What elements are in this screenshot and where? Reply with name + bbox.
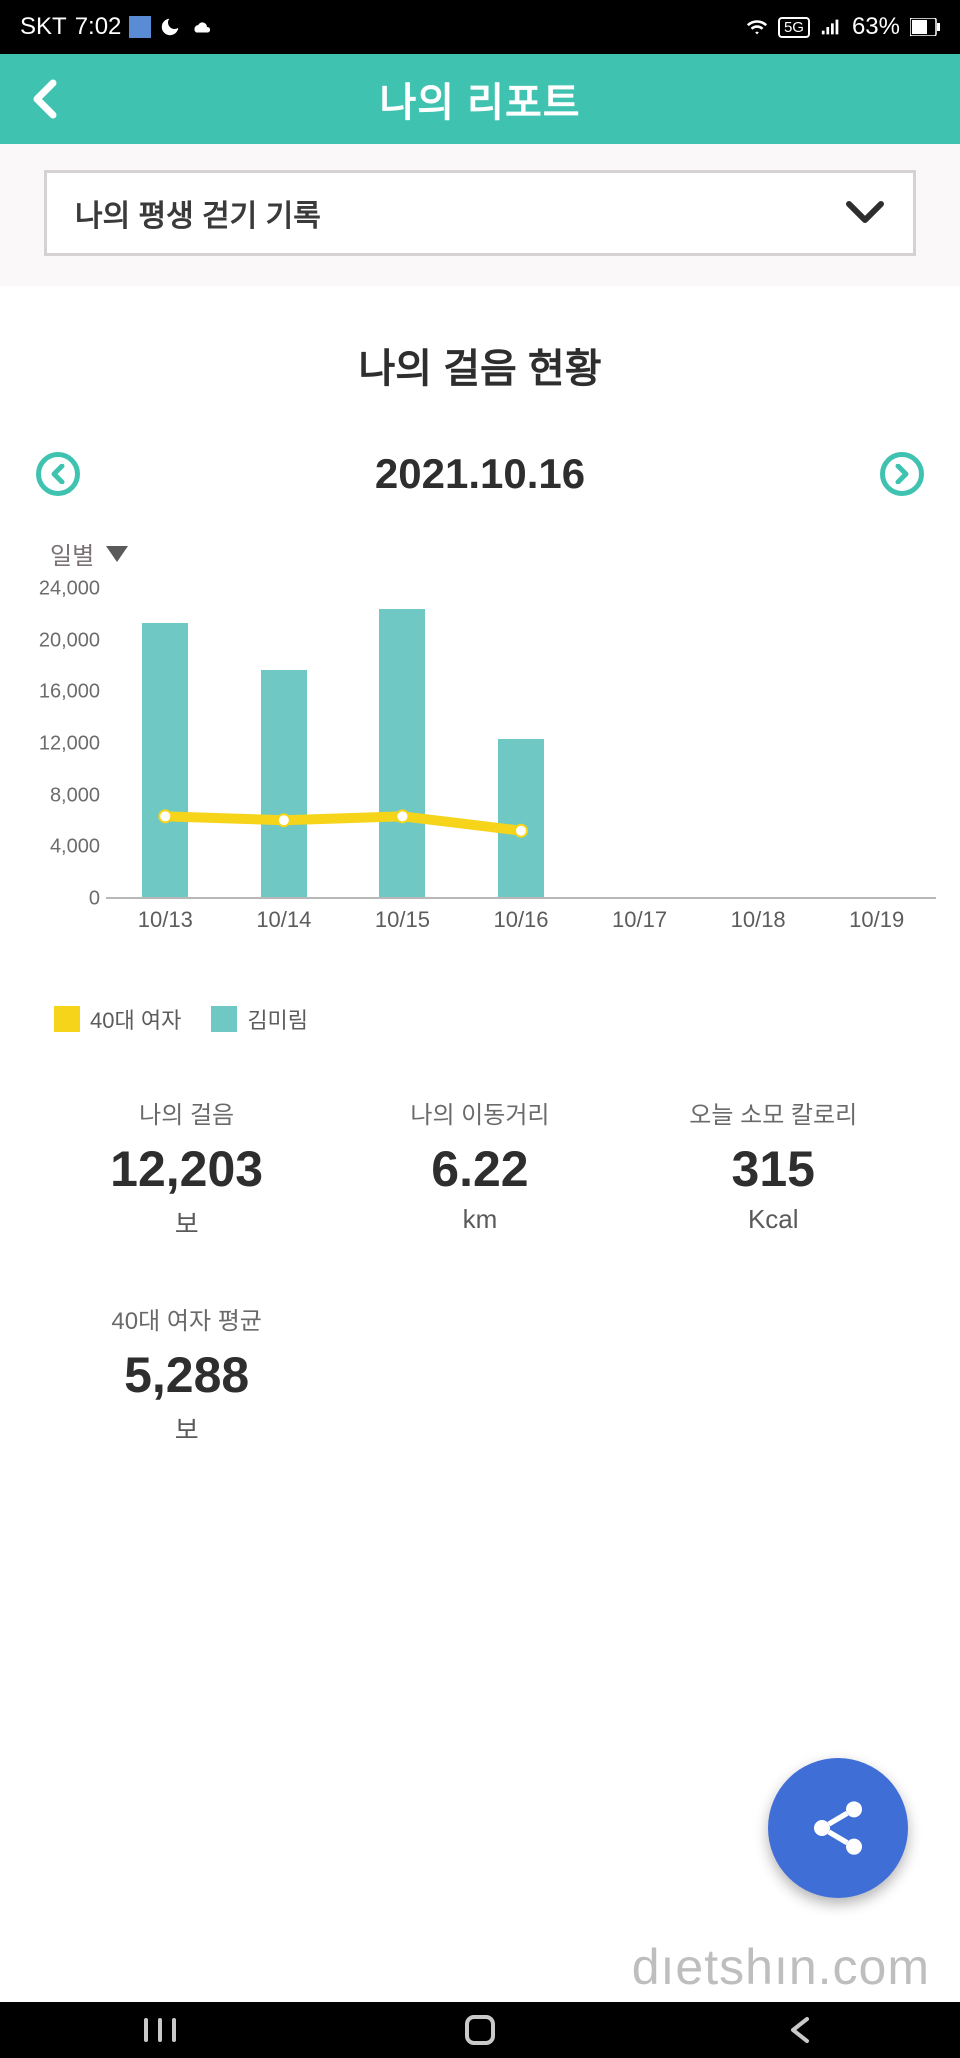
status-time: 7:02: [75, 13, 122, 41]
view-toggle-label: 일별: [50, 536, 94, 571]
y-tick-label: 24,000: [39, 578, 100, 601]
battery-icon: [910, 18, 940, 36]
date-navigator: 2021.10.16: [0, 450, 960, 498]
x-tick-label: 10/13: [138, 907, 193, 933]
current-date: 2021.10.16: [375, 450, 585, 498]
status-right: 5G 63%: [746, 13, 940, 41]
chart-x-axis: 10/13 10/14 10/15 10/16 10/17 10/18 10/19: [106, 907, 936, 937]
selector-label: 나의 평생 걷기 기록: [75, 191, 321, 235]
legend-swatch: [54, 1006, 80, 1032]
home-icon: [463, 2013, 497, 2047]
chevron-left-icon: [31, 79, 57, 119]
x-tick-label: 10/15: [375, 907, 430, 933]
watermark: dıetshın.com: [632, 1938, 930, 1996]
stat-avg: 40대 여자 평균 5,288 보: [40, 1301, 333, 1447]
section-title: 나의 걸음 현황: [0, 336, 960, 394]
y-tick-label: 12,000: [39, 733, 100, 756]
stat-steps: 나의 걸음 12,203 보: [40, 1095, 333, 1241]
y-tick-label: 4,000: [50, 836, 100, 859]
stat-label: 나의 이동거리: [333, 1095, 626, 1130]
nav-recent-button[interactable]: [130, 2010, 190, 2050]
app-header: 나의 리포트: [0, 54, 960, 144]
stat-label: 40대 여자 평균: [40, 1301, 333, 1336]
status-battery-text: 63%: [852, 13, 900, 41]
signal-icon: [820, 16, 842, 38]
stat-label: 오늘 소모 칼로리: [627, 1095, 920, 1130]
stat-label: 나의 걸음: [40, 1095, 333, 1130]
legend-label: 김미림: [247, 1003, 308, 1035]
x-tick-label: 10/18: [731, 907, 786, 933]
stat-distance: 나의 이동거리 6.22 km: [333, 1095, 626, 1241]
share-fab[interactable]: [768, 1758, 908, 1898]
android-status-bar: SKT 7:02 5G 63%: [0, 0, 960, 54]
steps-chart: 04,0008,00012,00016,00020,00024,000 10/1…: [0, 589, 960, 949]
x-tick-label: 10/17: [612, 907, 667, 933]
y-tick-label: 8,000: [50, 784, 100, 807]
chart-y-axis: 04,0008,00012,00016,00020,00024,000: [16, 589, 106, 899]
stat-value: 12,203: [40, 1140, 333, 1198]
recent-icon: [142, 2016, 178, 2044]
legend-item: 김미림: [211, 1003, 308, 1035]
stat-unit: Kcal: [627, 1204, 920, 1235]
x-tick-label: 10/16: [493, 907, 548, 933]
date-next-button[interactable]: [880, 452, 924, 496]
nav-back-button[interactable]: [770, 2010, 830, 2050]
y-tick-label: 20,000: [39, 629, 100, 652]
stat-value: 5,288: [40, 1346, 333, 1404]
stat-value: 6.22: [333, 1140, 626, 1198]
stats-grid: 나의 걸음 12,203 보 나의 이동거리 6.22 km 오늘 소모 칼로리…: [0, 1035, 960, 1507]
legend-label: 40대 여자: [90, 1003, 181, 1035]
weather-icon: [189, 16, 211, 38]
app-notif-icon-1: [129, 16, 151, 38]
status-network: 5G: [778, 17, 810, 38]
legend-swatch: [211, 1006, 237, 1032]
chart-line-layer: [106, 589, 936, 899]
page-title: 나의 리포트: [379, 70, 580, 128]
stat-calories: 오늘 소모 칼로리 315 Kcal: [627, 1095, 920, 1241]
share-icon: [806, 1796, 870, 1860]
view-toggle[interactable]: 일별: [0, 536, 960, 571]
status-left: SKT 7:02: [20, 13, 211, 41]
back-button[interactable]: [24, 79, 64, 119]
arrow-left-icon: [50, 464, 66, 484]
x-tick-label: 10/19: [849, 907, 904, 933]
watermark-bold: dıetshın: [632, 1939, 818, 1995]
date-prev-button[interactable]: [36, 452, 80, 496]
stat-unit: 보: [40, 1410, 333, 1447]
y-tick-label: 16,000: [39, 681, 100, 704]
moon-icon: [159, 16, 181, 38]
selector-area: 나의 평생 걷기 기록: [0, 144, 960, 286]
legend-item: 40대 여자: [54, 1003, 181, 1035]
wifi-icon: [746, 16, 768, 38]
nav-back-icon: [787, 2015, 813, 2045]
y-tick-label: 0: [89, 888, 100, 911]
arrow-right-icon: [894, 464, 910, 484]
chart-legend: 40대 여자 김미림: [0, 1003, 960, 1035]
watermark-thin: .com: [818, 1939, 930, 1995]
stat-value: 315: [627, 1140, 920, 1198]
chart-plot-area: [106, 589, 936, 899]
nav-home-button[interactable]: [450, 2010, 510, 2050]
stat-unit: 보: [40, 1204, 333, 1241]
android-nav-bar: [0, 2002, 960, 2058]
x-tick-label: 10/14: [256, 907, 311, 933]
triangle-down-icon: [104, 544, 130, 564]
chevron-down-icon: [845, 200, 885, 226]
record-type-selector[interactable]: 나의 평생 걷기 기록: [44, 170, 916, 256]
stat-unit: km: [333, 1204, 626, 1235]
status-carrier: SKT: [20, 13, 67, 41]
